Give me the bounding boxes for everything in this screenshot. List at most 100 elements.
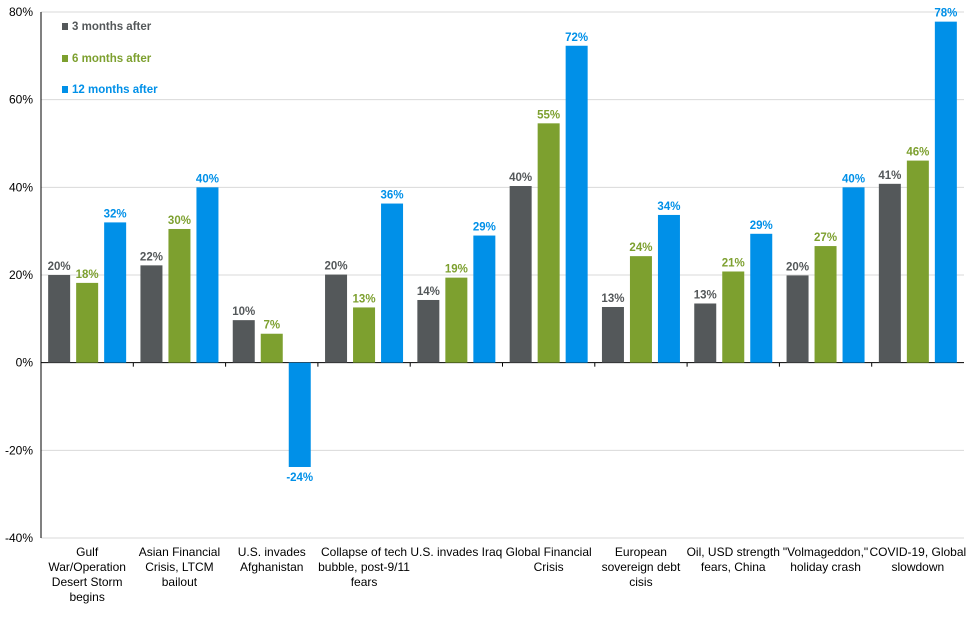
bar-series-1-cat-8 bbox=[694, 303, 717, 363]
data-label: 46% bbox=[906, 147, 929, 159]
data-label: 13% bbox=[694, 289, 717, 301]
category-label: U.S. invades Afghanistan bbox=[238, 545, 306, 574]
category-label: Oil, USD strength fears, China bbox=[687, 545, 780, 574]
data-label: 78% bbox=[934, 8, 957, 20]
category-label-line: holiday crash bbox=[790, 560, 861, 574]
y-tick-label: 80% bbox=[9, 5, 33, 19]
bar-series-2-cat-1 bbox=[76, 282, 99, 363]
category-label-line: Afghanistan bbox=[240, 560, 303, 574]
data-label: 14% bbox=[417, 286, 440, 298]
bar-series-2-cat-2 bbox=[168, 228, 191, 363]
category-label-line: sovereign debt bbox=[602, 560, 681, 574]
bar-series-1-cat-5 bbox=[417, 299, 440, 363]
legend-swatch bbox=[62, 86, 68, 93]
category-label-line: bubble, post-9/11 bbox=[318, 560, 410, 574]
bar-series-3-cat-2 bbox=[196, 187, 219, 363]
bars bbox=[48, 21, 957, 467]
category-label-line: bailout bbox=[162, 575, 198, 589]
data-label: 41% bbox=[878, 170, 901, 182]
legend: 3 months after 6 months after 12 months af… bbox=[62, 21, 158, 96]
bar-series-2-cat-7 bbox=[629, 256, 652, 363]
gridlines bbox=[41, 11, 964, 539]
y-tick-label: 40% bbox=[9, 180, 33, 194]
category-label-line: fears bbox=[351, 575, 378, 589]
data-label: 32% bbox=[104, 208, 127, 220]
bar-series-3-cat-4 bbox=[381, 203, 404, 363]
data-label: 55% bbox=[537, 109, 560, 121]
bar-series-1-cat-9 bbox=[786, 275, 809, 363]
data-label: 30% bbox=[168, 215, 191, 227]
category-label-line: Crisis, LTCM bbox=[145, 560, 213, 574]
category-label: COVID-19, Global slowdown bbox=[869, 545, 966, 574]
bar-series-2-cat-8 bbox=[722, 271, 745, 363]
bar-series-2-cat-5 bbox=[445, 277, 468, 363]
data-label: 29% bbox=[473, 222, 496, 234]
category-label: Global Financial Crisis bbox=[506, 545, 592, 574]
bar-series-3-cat-6 bbox=[565, 45, 588, 363]
bar-series-1-cat-6 bbox=[509, 186, 532, 363]
bar-series-1-cat-4 bbox=[325, 274, 348, 363]
data-label: 72% bbox=[565, 32, 588, 44]
data-label: 10% bbox=[232, 306, 255, 318]
legend-label: 12 months after bbox=[72, 84, 158, 96]
category-label: Asian Financial Crisis, LTCM bailout bbox=[139, 545, 220, 589]
y-tick-label: 20% bbox=[9, 268, 33, 282]
category-label-line: Oil, USD strength bbox=[687, 545, 780, 559]
legend-swatch bbox=[62, 55, 68, 62]
bar-series-1-cat-3 bbox=[232, 320, 255, 363]
category-label: "Volmageddon," holiday crash bbox=[783, 545, 868, 574]
legend-label: 3 months after bbox=[72, 21, 152, 33]
category-label-line: Global Financial bbox=[506, 545, 592, 559]
data-label: 20% bbox=[325, 261, 348, 273]
data-label: 24% bbox=[629, 242, 652, 254]
data-label: 34% bbox=[657, 201, 680, 213]
data-labels: 20% 18% 32% 22% 30% 40% 10% 7% -24% 20% 13% 36% 14% 1… bbox=[48, 8, 958, 484]
y-tick-label: 0% bbox=[16, 356, 34, 370]
category-label-line: Asian Financial bbox=[139, 545, 220, 559]
data-label: 40% bbox=[842, 173, 865, 185]
bar-series-2-cat-3 bbox=[260, 333, 283, 363]
bar-series-3-cat-7 bbox=[657, 214, 680, 363]
axes: -40% -20% 0% 20% 40% 60% 80% bbox=[5, 5, 964, 545]
category-label-line: cisis bbox=[629, 575, 652, 589]
bar-series-1-cat-2 bbox=[140, 265, 163, 363]
legend-label: 6 months after bbox=[72, 53, 152, 65]
bar-series-2-cat-10 bbox=[906, 160, 929, 363]
bar-series-3-cat-9 bbox=[842, 187, 865, 363]
category-label-line: European bbox=[615, 545, 667, 559]
data-label: 20% bbox=[786, 261, 809, 273]
bar-series-2-cat-4 bbox=[353, 307, 376, 363]
bar-series-3-cat-8 bbox=[750, 233, 773, 363]
category-label-line: U.S. invades bbox=[238, 545, 306, 559]
bar-series-3-cat-3 bbox=[288, 362, 311, 467]
bar-series-2-cat-9 bbox=[814, 246, 837, 363]
category-label-line: begins bbox=[69, 590, 104, 604]
data-label: 18% bbox=[76, 269, 99, 281]
data-label: 40% bbox=[509, 172, 532, 184]
category-label-line: fears, China bbox=[701, 560, 766, 574]
legend-swatch bbox=[62, 23, 68, 30]
category-label-line: War/Operation bbox=[48, 560, 126, 574]
bar-series-1-cat-10 bbox=[878, 183, 901, 363]
category-label-line: COVID-19, Global bbox=[869, 545, 966, 559]
y-tick-label: -40% bbox=[5, 531, 33, 545]
bar-series-3-cat-5 bbox=[473, 235, 496, 363]
data-label: 22% bbox=[140, 251, 163, 263]
category-label-line: slowdown bbox=[891, 560, 944, 574]
category-label: U.S. invades Iraq bbox=[410, 545, 502, 559]
category-label: Collapse of tech bubble, post-9/11 fears bbox=[318, 545, 410, 589]
data-label: 7% bbox=[263, 320, 280, 332]
data-label: 27% bbox=[814, 232, 837, 244]
data-label: 29% bbox=[750, 220, 773, 232]
category-label-line: Desert Storm bbox=[52, 575, 123, 589]
data-label: 21% bbox=[722, 257, 745, 269]
data-label: -24% bbox=[286, 472, 313, 484]
category-label-line: "Volmageddon," bbox=[783, 545, 868, 559]
bar-series-2-cat-6 bbox=[537, 123, 560, 363]
y-tick-label: 60% bbox=[9, 93, 33, 107]
data-label: 36% bbox=[381, 190, 404, 202]
category-label-line: Crisis bbox=[534, 560, 564, 574]
y-tick-label: -20% bbox=[5, 443, 33, 457]
category-label-line: Collapse of tech bbox=[321, 545, 407, 559]
